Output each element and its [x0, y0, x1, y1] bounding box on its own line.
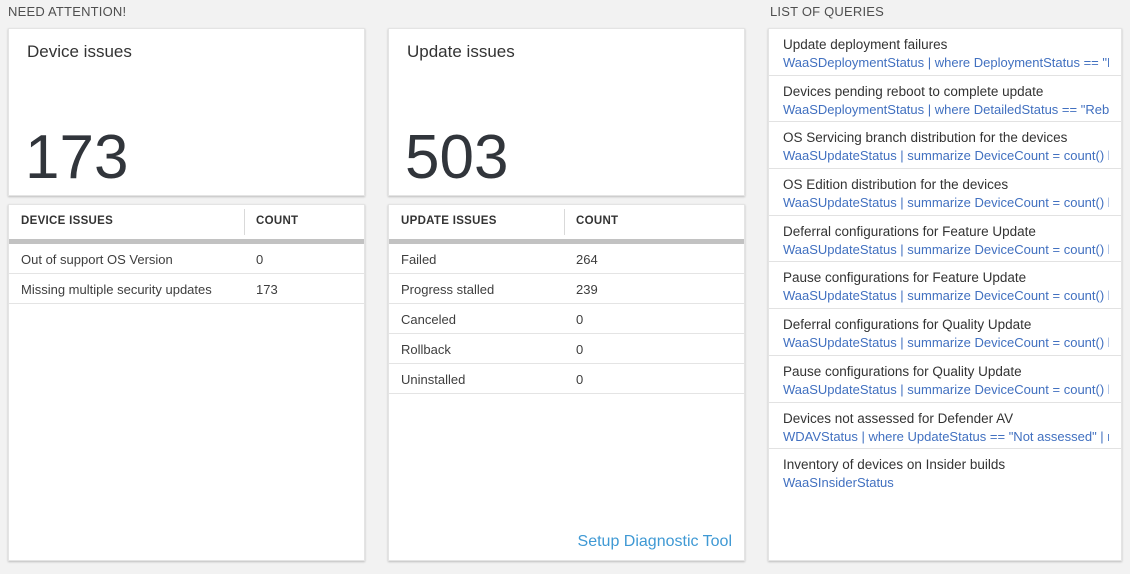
table-row[interactable]: Failed 264 [389, 244, 744, 274]
table-row[interactable]: Uninstalled 0 [389, 364, 744, 394]
query-title: Deferral configurations for Feature Upda… [783, 223, 1036, 239]
setup-diagnostic-tool-link[interactable]: Setup Diagnostic Tool [577, 533, 732, 550]
query-title: Devices not assessed for Defender AV [783, 410, 1014, 426]
row-label: Failed [401, 252, 437, 267]
row-count: 239 [576, 282, 598, 297]
column-divider [244, 209, 245, 235]
query-item-update-deployment-failures[interactable]: Update deployment failures WaaSDeploymen… [769, 29, 1121, 76]
query-title: Update deployment failures [783, 37, 948, 52]
row-label: Out of support OS Version [21, 252, 173, 267]
update-issues-count-value: 503 [405, 123, 509, 192]
device-issues-table-header: DEVICE ISSUES COUNT [9, 205, 364, 239]
query-title: Deferral configurations for Quality Upda… [783, 317, 1032, 333]
query-item-devices-pending-reboot[interactable]: Devices pending reboot to complete updat… [769, 76, 1121, 123]
row-count: 173 [256, 282, 278, 297]
row-count: 0 [576, 342, 584, 357]
query-title: OS Servicing branch distribution for the… [783, 130, 1068, 146]
query-title: Pause configurations for Quality Update [783, 363, 1022, 379]
query-link[interactable]: WaaSUpdateStatus | summarize DeviceCount… [783, 195, 1109, 211]
query-item-os-servicing-branch[interactable]: OS Servicing branch distribution for the… [769, 122, 1121, 170]
query-title: Pause configurations for Feature Update [783, 270, 1027, 286]
list-of-queries-panel: Update deployment failures WaaSDeploymen… [768, 28, 1122, 561]
grid-header-bar [9, 239, 364, 244]
device-issues-count-value: 173 [25, 123, 129, 192]
query-item-os-edition-distribution[interactable]: OS Edition distribution for the devices … [769, 169, 1121, 216]
query-link[interactable]: WaaSUpdateStatus | summarize DeviceCount… [783, 241, 1109, 257]
device-issues-count-tile[interactable]: Device issues 173 [8, 28, 365, 196]
list-of-queries-header: LIST OF QUERIES [770, 4, 885, 19]
row-count: 0 [576, 312, 584, 327]
table-row[interactable]: Out of support OS Version 0 [9, 244, 364, 274]
row-label: Canceled [401, 312, 456, 327]
count-column-header: COUNT [576, 215, 619, 227]
table-row[interactable]: Progress stalled 239 [389, 274, 744, 304]
grid-header-bar [389, 239, 744, 244]
query-link[interactable]: WaaSInsiderStatus [783, 475, 894, 491]
update-issues-column-header: UPDATE ISSUES [401, 215, 497, 227]
query-title: Inventory of devices on Insider builds [783, 457, 1006, 473]
row-label: Missing multiple security updates [21, 282, 212, 297]
row-label: Uninstalled [401, 372, 466, 387]
query-link[interactable]: WaaSDeploymentStatus | where DeploymentS… [783, 55, 1109, 70]
query-link[interactable]: WaaSUpdateStatus | summarize DeviceCount… [783, 148, 1109, 164]
query-link[interactable]: WaaSUpdateStatus | summarize DeviceCount… [783, 288, 1109, 304]
query-link[interactable]: WDAVStatus | where UpdateStatus == "Not … [783, 428, 1109, 444]
query-title: Devices pending reboot to complete updat… [783, 83, 1044, 99]
column-divider [564, 209, 565, 235]
update-issues-tile-title: Update issues [407, 42, 515, 61]
query-title: OS Edition distribution for the devices [783, 177, 1009, 193]
query-item-deferral-quality-update[interactable]: Deferral configurations for Quality Upda… [769, 309, 1121, 356]
table-row[interactable]: Rollback 0 [389, 334, 744, 364]
device-issues-tile-title: Device issues [27, 42, 132, 61]
query-item-pause-quality-update[interactable]: Pause configurations for Quality Update … [769, 356, 1121, 403]
query-link[interactable]: WaaSUpdateStatus | summarize DeviceCount… [783, 381, 1109, 397]
row-count: 0 [256, 252, 264, 267]
row-count: 264 [576, 252, 598, 267]
device-issues-column-header: DEVICE ISSUES [21, 215, 114, 227]
query-item-defender-av-not-assessed[interactable]: Devices not assessed for Defender AV WDA… [769, 403, 1121, 450]
query-link[interactable]: WaaSDeploymentStatus | where DetailedSta… [783, 101, 1109, 117]
need-attention-header: NEED ATTENTION! [8, 4, 127, 19]
count-column-header: COUNT [256, 215, 299, 227]
update-issues-table: UPDATE ISSUES COUNT Failed 264 Progress … [388, 204, 745, 561]
table-row[interactable]: Canceled 0 [389, 304, 744, 334]
table-row[interactable]: Missing multiple security updates 173 [9, 274, 364, 304]
row-count: 0 [576, 372, 584, 387]
query-item-pause-feature-update[interactable]: Pause configurations for Feature Update … [769, 262, 1121, 310]
query-item-deferral-feature-update[interactable]: Deferral configurations for Feature Upda… [769, 216, 1121, 263]
row-label: Rollback [401, 342, 451, 357]
row-label: Progress stalled [401, 282, 495, 297]
device-issues-table: DEVICE ISSUES COUNT Out of support OS Ve… [8, 204, 365, 561]
update-issues-count-tile[interactable]: Update issues 503 [388, 28, 745, 196]
update-issues-table-header: UPDATE ISSUES COUNT [389, 205, 744, 239]
query-item-insider-builds-inventory[interactable]: Inventory of devices on Insider builds W… [769, 449, 1121, 560]
query-link[interactable]: WaaSUpdateStatus | summarize DeviceCount… [783, 335, 1109, 351]
